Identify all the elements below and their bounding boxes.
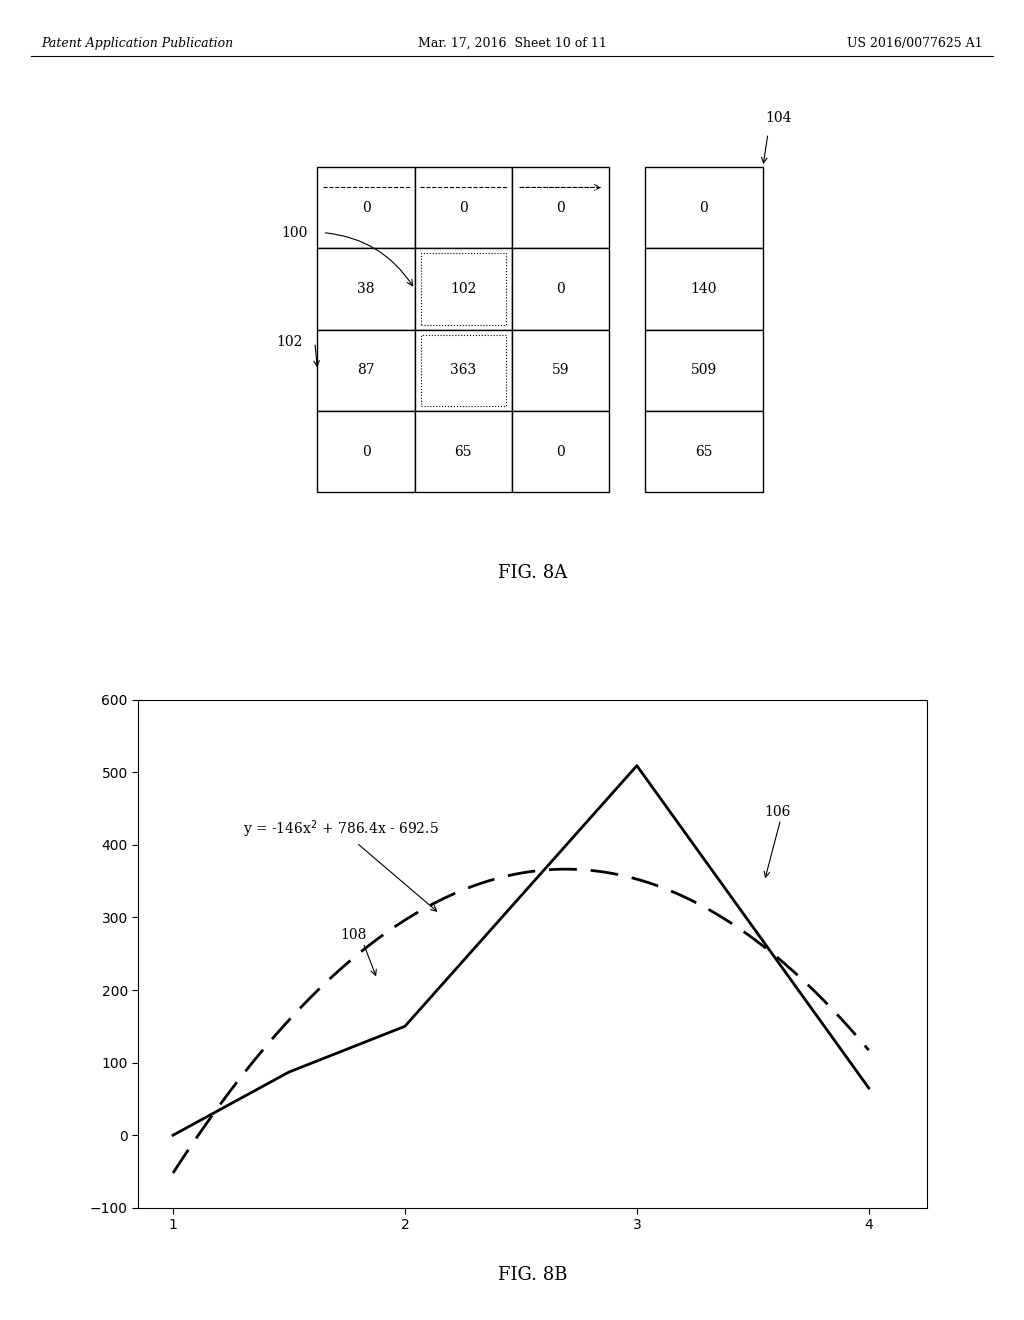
Text: 65: 65 — [695, 445, 713, 459]
Text: FIG. 8A: FIG. 8A — [498, 564, 567, 582]
Text: 140: 140 — [691, 282, 717, 296]
Text: 104: 104 — [765, 111, 792, 125]
Text: 59: 59 — [552, 363, 569, 378]
Bar — [317, 330, 415, 411]
Bar — [415, 168, 512, 248]
Text: 363: 363 — [451, 363, 476, 378]
Text: Mar. 17, 2016  Sheet 10 of 11: Mar. 17, 2016 Sheet 10 of 11 — [418, 37, 606, 50]
Bar — [421, 335, 506, 407]
Text: 0: 0 — [361, 201, 371, 215]
Bar — [512, 411, 609, 492]
Text: 38: 38 — [357, 282, 375, 296]
Text: 108: 108 — [340, 928, 367, 942]
Text: 509: 509 — [691, 363, 717, 378]
Bar — [512, 330, 609, 411]
Bar — [415, 411, 512, 492]
Bar — [645, 168, 763, 248]
Text: Patent Application Publication: Patent Application Publication — [41, 37, 233, 50]
Text: 102: 102 — [451, 282, 476, 296]
Text: 102: 102 — [276, 335, 303, 350]
Bar — [512, 168, 609, 248]
Bar — [415, 330, 512, 411]
Text: 0: 0 — [361, 445, 371, 459]
Text: 100: 100 — [282, 226, 308, 240]
Text: 87: 87 — [357, 363, 375, 378]
Text: 0: 0 — [459, 201, 468, 215]
Bar — [317, 248, 415, 330]
Bar — [317, 411, 415, 492]
Text: y = -146x$^2$ + 786.4x - 692.5: y = -146x$^2$ + 786.4x - 692.5 — [243, 818, 438, 911]
Bar — [512, 248, 609, 330]
Text: 0: 0 — [556, 445, 565, 459]
Text: 0: 0 — [699, 201, 709, 215]
Text: 65: 65 — [455, 445, 472, 459]
Bar — [645, 330, 763, 411]
Text: 0: 0 — [556, 282, 565, 296]
Text: FIG. 8B: FIG. 8B — [498, 1266, 567, 1284]
Bar — [415, 248, 512, 330]
Bar — [421, 253, 506, 325]
Bar — [317, 168, 415, 248]
Text: US 2016/0077625 A1: US 2016/0077625 A1 — [848, 37, 983, 50]
Bar — [645, 411, 763, 492]
Text: 0: 0 — [556, 201, 565, 215]
Bar — [645, 248, 763, 330]
Text: 106: 106 — [764, 805, 791, 818]
